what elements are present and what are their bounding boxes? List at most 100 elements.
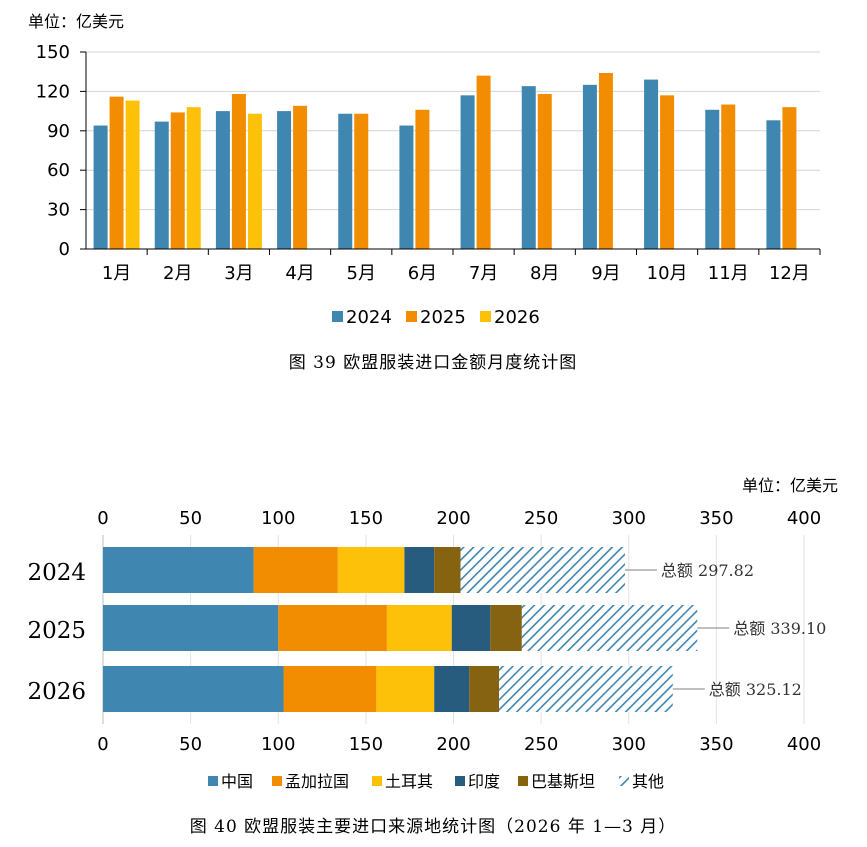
chart1-x-tick-label: 9月: [591, 263, 620, 284]
chart1-bar-2025: [537, 94, 552, 249]
chart2-total-label: 总额 297.82: [661, 561, 754, 580]
chart1-legend-swatch: [332, 311, 343, 322]
chart2-legend-swatch: [619, 776, 629, 786]
chart1-x-tick-label: 3月: [224, 263, 253, 284]
chart1-bar-2024: [277, 111, 292, 249]
chart2-x-tick-label-bottom: 100: [261, 734, 295, 755]
chart2-bar-segment: [499, 666, 673, 712]
chart1-bar-2025: [782, 107, 797, 249]
chart2-bar-segment: [103, 605, 279, 651]
chart1-x-tick-label: 4月: [285, 263, 314, 284]
chart2-x-tick-label-top: 350: [699, 508, 733, 529]
source-import-chart: 单位：亿美元 0 0 50 50 100 100 150 150 200 200 250 250 300…: [27, 476, 838, 837]
chart2-bar-segment: [434, 547, 461, 593]
chart1-unit-label: 单位：亿美元: [28, 12, 124, 31]
chart1-bar-2025: [293, 105, 308, 249]
chart1-x-tick-label: 8月: [530, 263, 559, 284]
chart2-x-tick-label-bottom: 0: [97, 734, 108, 755]
chart1-y-tick-labels: 0 30 60 90 120 150: [36, 42, 70, 260]
chart2-total-labels: 总额 297.82 总额 339.10 总额 325.12: [624, 561, 826, 699]
chart1-y-tick-label: 150: [36, 42, 70, 63]
chart1-caption: 图 39 欧盟服装进口金额月度统计图: [289, 353, 577, 373]
chart2-x-tick-label-top: 250: [524, 508, 558, 529]
chart1-bar-2026: [186, 107, 201, 249]
chart2-bar-segment: [376, 666, 435, 712]
chart2-bar-segment: [434, 666, 470, 712]
chart1-bar-2024: [582, 84, 597, 249]
chart1-legend-label: 2025: [420, 307, 466, 328]
chart2-bar-segment: [103, 547, 254, 593]
chart1-bar-2024: [399, 125, 414, 249]
chart2-x-tick-label-top: 150: [349, 508, 383, 529]
chart1-bar-2025: [109, 96, 124, 249]
chart1-bar-2025: [660, 95, 675, 249]
chart2-x-tick-label-top: 0: [97, 508, 108, 529]
chart1-bar-2025: [170, 112, 185, 249]
chart2-unit-label: 单位：亿美元: [742, 476, 838, 495]
chart1-bar-2024: [766, 120, 781, 249]
chart2-legend-swatch: [455, 776, 465, 786]
chart1-bar-2026: [125, 100, 140, 250]
chart2-bar-segment: [521, 605, 698, 651]
chart1-legend-swatch: [480, 311, 491, 322]
chart2-category-labels: 2024 2025 2026: [27, 560, 86, 705]
chart1-bar-2024: [521, 86, 536, 249]
chart2-category-label: 2026: [27, 679, 86, 705]
chart2-bar-segment: [253, 547, 338, 593]
chart1-bar-2025: [598, 73, 613, 249]
chart1-bar-2024: [154, 121, 169, 249]
chart2-legend-label: 巴基斯坦: [531, 772, 595, 791]
chart2-legend-swatch: [518, 776, 528, 786]
chart2-x-tick-label-bottom: 200: [436, 734, 470, 755]
chart2-legend-swatch: [208, 776, 218, 786]
chart1-gridlines: [80, 51, 820, 250]
chart2-total-label: 总额 325.12: [709, 680, 802, 699]
chart2-bar-segment: [490, 605, 522, 651]
chart1-y-tick-label: 90: [47, 121, 70, 142]
chart1-x-tick-label: 10月: [647, 263, 688, 284]
chart1-bar-2025: [476, 75, 491, 249]
chart2-x-tick-label-bottom: 250: [524, 734, 558, 755]
chart2-legend-label: 土耳其: [385, 772, 433, 791]
chart1-bar-2025: [415, 109, 430, 249]
chart2-bar-segment: [283, 666, 377, 712]
chart2-x-tick-label-bottom: 400: [787, 734, 821, 755]
chart1-bars: [93, 73, 797, 250]
chart2-x-tick-label-bottom: 300: [612, 734, 646, 755]
chart2-bar-segment: [386, 605, 452, 651]
chart1-bar-2026: [247, 113, 262, 249]
chart2-legend-label: 中国: [221, 772, 253, 791]
chart2-x-tick-labels: 0 0 50 50 100 100 150 150 200 200 250 250 300 300 350 3…: [97, 508, 821, 755]
chart1-x-tick-label: 7月: [469, 263, 498, 284]
chart2-x-tick-label-bottom: 50: [179, 734, 202, 755]
chart2-x-tick-label-bottom: 150: [349, 734, 383, 755]
chart2-total-label: 总额 339.10: [733, 619, 826, 638]
chart1-bar-2024: [338, 113, 353, 249]
chart1-bar-2025: [354, 113, 369, 249]
chart1-bar-2024: [460, 95, 475, 249]
chart2-bar-segment: [451, 605, 491, 651]
chart1-bar-2024: [705, 109, 720, 249]
chart2-x-tick-label-top: 400: [787, 508, 821, 529]
chart2-x-tick-label-top: 200: [436, 508, 470, 529]
chart2-x-tick-label-top: 100: [261, 508, 295, 529]
chart1-legend-label: 2024: [346, 307, 392, 328]
chart2-category-label: 2024: [27, 560, 86, 586]
chart1-legend-swatch: [406, 311, 417, 322]
chart2-legend: 中国 孟加拉国 土耳其 印度 巴基斯坦 其他: [208, 772, 664, 791]
chart2-legend-label: 其他: [632, 772, 664, 791]
chart1-y-tick-label: 30: [47, 200, 70, 221]
chart2-caption: 图 40 欧盟服装主要进口来源地统计图（2026 年 1—3 月）: [190, 817, 677, 837]
chart1-x-tick-label: 1月: [102, 263, 131, 284]
chart1-bar-2025: [231, 94, 246, 249]
chart1-bar-2024: [215, 111, 230, 249]
chart1-x-tick-label: 2月: [163, 263, 192, 284]
chart1-legend-label: 2026: [494, 307, 540, 328]
chart1-bar-2024: [644, 79, 659, 249]
chart1-y-tick-label: 0: [59, 239, 70, 260]
chart2-legend-label: 印度: [468, 772, 500, 791]
chart1-legend: 2024 2025 2026: [332, 307, 540, 328]
chart2-bars: [103, 547, 698, 712]
